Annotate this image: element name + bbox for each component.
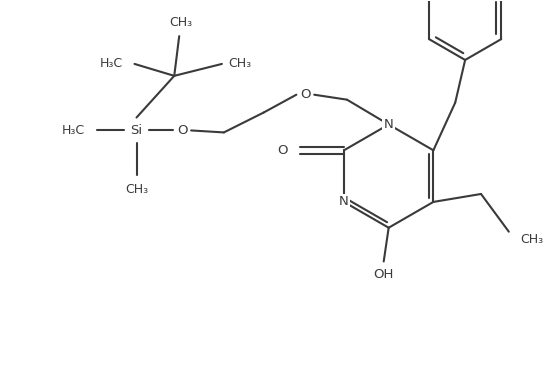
Text: CH₃: CH₃ <box>125 182 148 195</box>
Text: CH₃: CH₃ <box>521 233 544 246</box>
Text: N: N <box>339 195 349 208</box>
Text: O: O <box>300 88 311 101</box>
Text: H₃C: H₃C <box>100 58 123 70</box>
Text: CH₃: CH₃ <box>169 16 192 29</box>
Text: CH₃: CH₃ <box>228 58 251 70</box>
Text: Si: Si <box>130 124 142 137</box>
Text: H₃C: H₃C <box>62 124 85 137</box>
Text: O: O <box>177 124 188 137</box>
Text: OH: OH <box>373 268 394 281</box>
Text: O: O <box>277 144 288 157</box>
Text: N: N <box>384 118 394 131</box>
